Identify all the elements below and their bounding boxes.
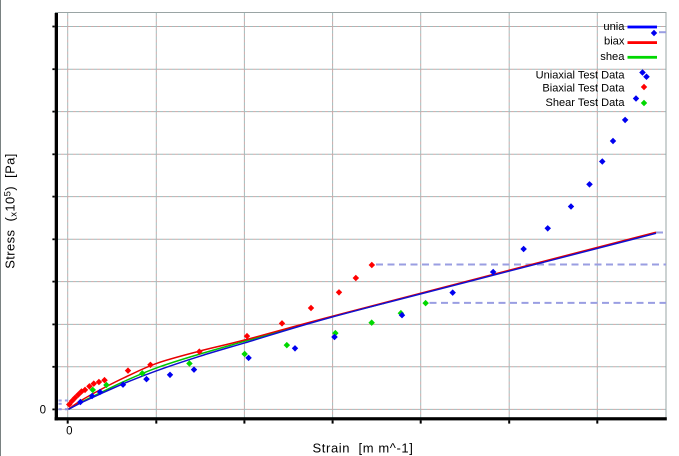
svg-text:Shear Test Data: Shear Test Data — [545, 97, 625, 109]
svg-text:0: 0 — [40, 405, 46, 417]
svg-text:shea: shea — [600, 51, 625, 63]
svg-text:Uniaxial Test Data: Uniaxial Test Data — [536, 69, 626, 81]
svg-text:Stress (x105) [Pa]: Stress (x105) [Pa] — [3, 153, 20, 269]
svg-text:0: 0 — [66, 425, 72, 437]
svg-text:biax: biax — [604, 35, 625, 47]
svg-text:Strain [m m^-1]: Strain [m m^-1] — [313, 440, 414, 455]
svg-text:unia: unia — [603, 21, 625, 33]
svg-text:Biaxial Test Data: Biaxial Test Data — [542, 83, 625, 95]
